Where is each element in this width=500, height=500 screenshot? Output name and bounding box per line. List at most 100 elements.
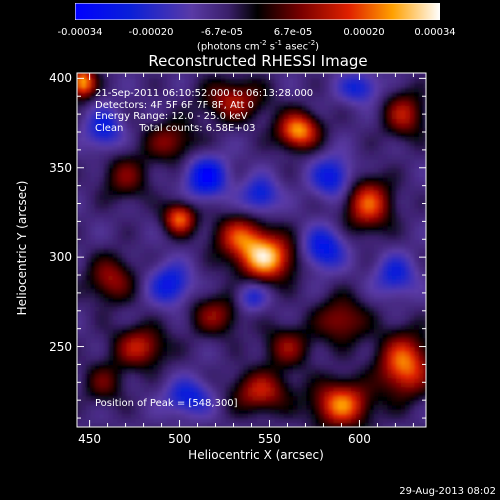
heatmap-cell (270, 149, 276, 155)
heatmap-cell (324, 145, 330, 151)
heatmap-cell (342, 194, 348, 200)
heatmap-cell (193, 310, 200, 316)
heatmap-cell (283, 297, 289, 303)
heatmap-cell (77, 252, 83, 258)
heatmap-cell (126, 279, 132, 285)
heatmap-cell (270, 194, 276, 200)
heatmap-cell (85, 337, 92, 343)
heatmap-cell (90, 400, 96, 406)
heatmap-cell (274, 225, 280, 231)
heatmap-cell (121, 105, 128, 111)
heatmap-cell (252, 355, 258, 361)
heatmap-cell (252, 176, 258, 182)
heatmap-cell (180, 275, 186, 281)
heatmap-cell (247, 78, 253, 84)
heatmap-cell (301, 199, 307, 205)
heatmap-cell (126, 292, 132, 298)
heatmap-cell (333, 373, 339, 379)
heatmap-cell (77, 257, 83, 263)
heatmap-cell (328, 391, 334, 397)
heatmap-cell (297, 185, 303, 191)
heatmap-cell (270, 136, 276, 142)
heatmap-cell (94, 288, 101, 294)
heatmap-cell (166, 176, 173, 182)
heatmap-cell (139, 149, 146, 155)
heatmap-cell (130, 87, 137, 93)
heatmap-cell (211, 364, 218, 370)
heatmap-cell (297, 145, 303, 151)
heatmap-cell (126, 261, 132, 267)
heatmap-cell (171, 328, 177, 334)
heatmap-cell (270, 230, 276, 236)
heatmap-cell (261, 252, 267, 258)
heatmap-cell (328, 386, 334, 392)
heatmap-cell (94, 207, 101, 214)
heatmap-cell (108, 185, 114, 191)
colorbar-unit-asec: asec (282, 41, 309, 53)
heatmap-cell (130, 301, 137, 307)
heatmap-cell (94, 73, 101, 75)
heatmap-cell (310, 377, 316, 383)
heatmap-cell (310, 283, 316, 290)
heatmap-cell (189, 386, 195, 392)
heatmap-cell (234, 252, 240, 258)
heatmap-cell (229, 297, 236, 303)
heatmap-cell (193, 324, 200, 330)
heatmap-cell (252, 386, 258, 392)
heatmap-cell (319, 252, 325, 258)
heatmap-cell (256, 377, 262, 383)
heatmap-cell (265, 422, 271, 427)
heatmap-cell (99, 239, 105, 245)
heatmap-cell (157, 109, 164, 115)
heatmap-cell (315, 136, 321, 142)
heatmap-cell (252, 261, 258, 267)
heatmap-cell (108, 368, 114, 374)
heatmap-cell (162, 149, 168, 155)
heatmap-cell (315, 185, 321, 191)
heatmap-cell (112, 351, 119, 357)
heatmap-cell (171, 225, 177, 231)
heatmap-cell (121, 288, 128, 294)
heatmap-cell (90, 306, 96, 312)
heatmap-cell (180, 167, 186, 173)
heatmap-cell (315, 418, 321, 424)
heatmap-cell (292, 100, 298, 106)
heatmap-cell (99, 100, 105, 106)
heatmap-cell (297, 252, 303, 258)
heatmap-cell (202, 306, 209, 312)
heatmap-cell (216, 368, 222, 374)
heatmap-cell (77, 203, 83, 209)
heatmap-cell (225, 413, 231, 419)
heatmap-cell (184, 123, 191, 129)
heatmap-cell (238, 324, 245, 330)
heatmap-cell (288, 404, 294, 410)
heatmap-cell (166, 96, 173, 102)
heatmap-cell (108, 257, 114, 263)
heatmap-cell (180, 418, 186, 424)
heatmap-cell (126, 78, 132, 84)
heatmap-cell (175, 351, 182, 357)
heatmap-cell (342, 105, 348, 111)
heatmap-cell (319, 154, 325, 160)
heatmap-cell (126, 234, 132, 240)
heatmap-cell (108, 172, 114, 178)
heatmap-cell (171, 207, 177, 214)
heatmap-cell (184, 118, 191, 124)
heatmap-cell (310, 96, 316, 102)
heatmap-cell (189, 73, 195, 75)
heatmap-cell (130, 400, 137, 406)
heatmap-cell (256, 221, 262, 227)
heatmap-cell (94, 234, 101, 240)
heatmap-cell (216, 234, 222, 240)
heatmap-cell (180, 78, 186, 84)
heatmap-cell (193, 400, 200, 406)
heatmap-cell (121, 190, 128, 196)
heatmap-cell (301, 270, 307, 276)
heatmap-cell (175, 87, 182, 93)
heatmap-cell (94, 216, 101, 222)
heatmap-cell (256, 306, 262, 312)
heatmap-cell (99, 391, 105, 397)
heatmap-cell (297, 373, 303, 379)
heatmap-cell (346, 194, 352, 200)
heatmap-cell (337, 257, 343, 263)
